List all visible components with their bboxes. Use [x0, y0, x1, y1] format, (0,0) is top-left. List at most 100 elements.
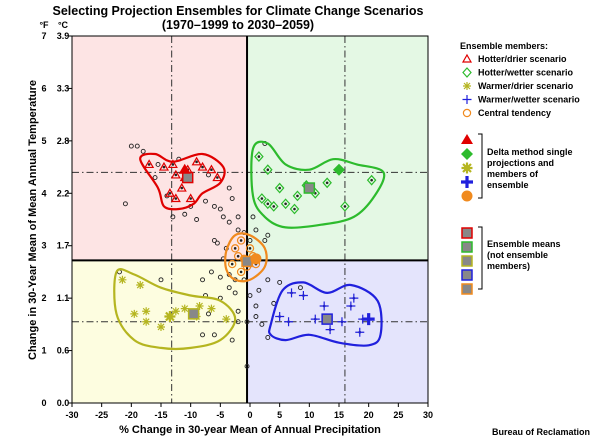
ensemble-member-point	[130, 309, 139, 318]
projection-point	[208, 269, 214, 275]
y-tick-label-c: 2.2	[57, 188, 70, 198]
ensemble-outline	[224, 232, 268, 283]
projection-point	[189, 197, 192, 200]
legend-mean-text: members)	[487, 261, 530, 271]
projection-point	[256, 287, 262, 293]
projection-point	[220, 214, 226, 220]
ensemble-outline	[268, 281, 383, 347]
ensemble-4	[224, 232, 268, 283]
ensemble-member-point	[222, 315, 231, 324]
delta-method-point	[250, 253, 262, 265]
y-axis-label: Change in 30-Year Mean of Mean Annual Te…	[27, 80, 39, 360]
ensemble-member-point	[185, 193, 196, 203]
ensemble-member-point	[206, 164, 217, 174]
ensemble-outline	[250, 140, 386, 229]
ensemble-mean-point	[303, 182, 316, 194]
projection-point	[214, 240, 220, 246]
projection-point	[201, 165, 204, 169]
projection-point	[174, 197, 178, 200]
delta-method-point-rays	[164, 310, 176, 322]
y-tick-label-f: 1	[41, 346, 46, 356]
ensemble-outline	[139, 152, 226, 211]
legend-entry: Hotter/drier scenario	[478, 54, 567, 64]
ensemble-member-point	[212, 172, 223, 182]
projection-point	[239, 270, 243, 274]
legend-mean-text: Ensemble means	[487, 239, 561, 249]
ensemble-member-point	[158, 161, 170, 171]
ensemble-member-point	[167, 159, 178, 169]
projection-point	[266, 168, 270, 171]
projection-point	[226, 219, 232, 225]
y-tick-label-c: 0.6	[57, 346, 70, 356]
legend-entry: Warmer/drier scenario	[478, 81, 574, 91]
legend-mean-marker	[461, 269, 473, 281]
ensemble-member-point	[289, 203, 300, 215]
ensemble-member-point	[274, 182, 285, 194]
ensemble-1	[250, 140, 386, 229]
projection-point	[195, 160, 198, 164]
legend-delta-text: ensemble	[487, 180, 529, 190]
projection-point	[253, 303, 259, 309]
x-tick-label: 10	[304, 410, 314, 420]
projection-point	[217, 206, 223, 212]
delta-method-point	[362, 313, 375, 326]
legend-mean-marker	[461, 283, 473, 295]
ensemble-member-point	[227, 259, 237, 269]
legend-entry: Warmer/wetter scenario	[478, 95, 580, 105]
y-unit-fahrenheit: °F	[39, 20, 49, 30]
y-tick-label-f: 3	[41, 241, 46, 251]
y-tick-label-c: 1.1	[57, 293, 70, 303]
projection-point	[158, 277, 164, 283]
legend-mean-text: (not ensemble	[487, 250, 548, 260]
ensemble-member-point	[197, 161, 208, 171]
x-tick-label: -10	[184, 410, 197, 420]
y-tick-label-f: 0	[41, 398, 46, 408]
projection-point	[217, 274, 223, 280]
projection-point	[247, 293, 253, 298]
x-tick-label: -15	[154, 410, 167, 420]
ensemble-member-point	[355, 327, 365, 337]
legend-delta-bracket	[478, 133, 483, 199]
projection-point	[155, 161, 161, 167]
ensemble-member-point	[142, 317, 151, 326]
chart-title-line-1: Selecting Projection Ensembles for Clima…	[53, 4, 424, 18]
quadrant-warmer-wetter	[247, 260, 428, 403]
projection-point	[211, 203, 217, 209]
y-tick-label-f: 4	[41, 188, 46, 198]
projection-point	[235, 308, 241, 314]
ensemble-member-point	[319, 301, 329, 311]
ensemble-member-point	[366, 174, 377, 186]
legend-delta-marker	[461, 190, 473, 202]
ensemble-mean-point	[181, 171, 194, 184]
projection-point	[265, 232, 271, 238]
y-tick-label-f: 2	[41, 293, 46, 303]
projection-point	[260, 197, 264, 200]
projection-point	[194, 217, 200, 222]
delta-method-point	[178, 163, 191, 174]
ensemble-member-point	[337, 317, 347, 327]
projection-point	[122, 201, 128, 207]
ensemble-member-point	[262, 198, 273, 210]
ensemble-member-point	[245, 244, 255, 253]
legend-delta-marker	[461, 176, 473, 188]
legend-marker	[462, 67, 472, 78]
projection-point	[211, 332, 217, 338]
projection-point	[370, 178, 373, 182]
ensemble-member-point	[349, 293, 359, 303]
projection-point	[200, 277, 205, 283]
y-tick-label-f: 5	[41, 136, 46, 146]
ensemble-member-point	[230, 244, 240, 253]
y-unit-celsius: °C	[58, 20, 69, 30]
ensemble-member-point	[346, 301, 356, 311]
chart-title-line-2: (1970–1999 to 2030–2059)	[162, 18, 314, 32]
projection-point	[170, 214, 176, 220]
ensemble-mean-point	[321, 313, 333, 325]
projection-point	[140, 148, 146, 154]
quadrant-hotter-drier	[72, 36, 248, 261]
legend-mean-bracket	[478, 226, 483, 290]
projection-point	[171, 163, 175, 166]
projection-point	[272, 205, 276, 208]
projection-point	[247, 238, 253, 243]
projection-point	[253, 227, 259, 233]
projection-point	[325, 181, 329, 185]
